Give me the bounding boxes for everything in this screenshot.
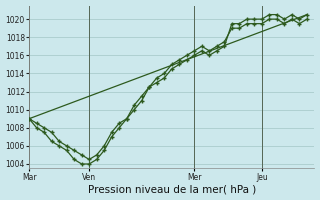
X-axis label: Pression niveau de la mer( hPa ): Pression niveau de la mer( hPa ) (88, 184, 256, 194)
